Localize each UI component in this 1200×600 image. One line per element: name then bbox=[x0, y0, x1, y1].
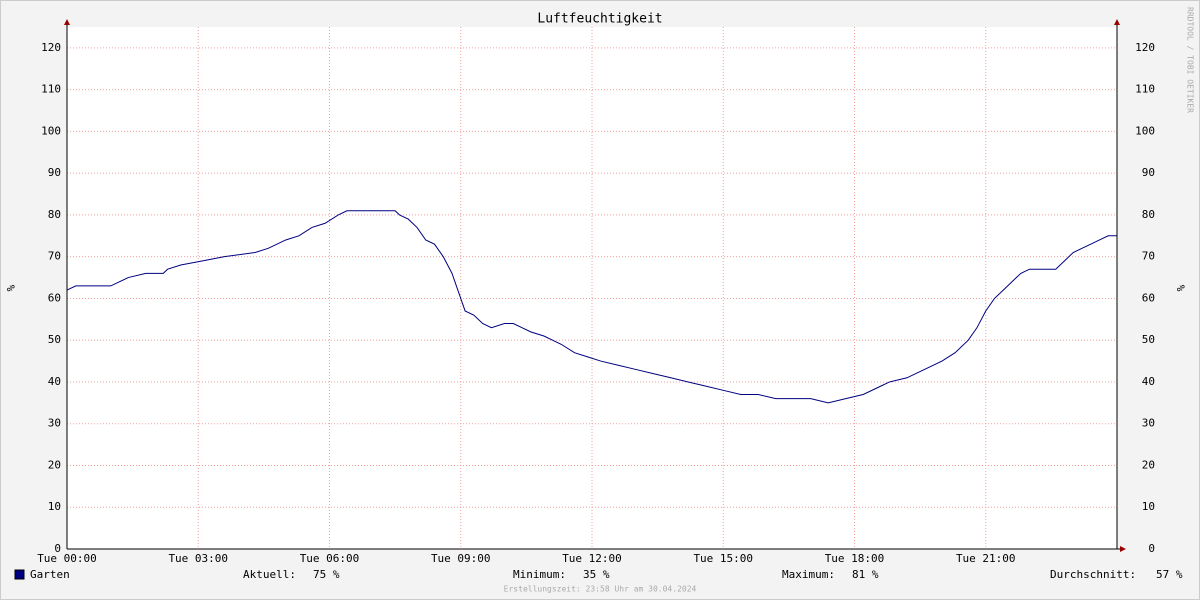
y-tick-label: 90 bbox=[48, 166, 61, 179]
arrow bbox=[1120, 546, 1126, 552]
footer: Erstellungszeit: 23:58 Uhr am 30.04.2024 bbox=[504, 585, 697, 594]
stat-value: 35 % bbox=[583, 568, 610, 581]
y2-tick-label: 70 bbox=[1142, 250, 1155, 263]
arrow bbox=[1114, 19, 1120, 25]
x-tick-label: Tue 00:00 bbox=[37, 552, 97, 565]
stat-label: Durchschnitt: bbox=[1050, 568, 1136, 581]
y2-tick-label: 0 bbox=[1148, 542, 1155, 555]
stat-value: 75 % bbox=[313, 568, 340, 581]
y-tick-label: 60 bbox=[48, 291, 61, 304]
y-tick-label: 70 bbox=[48, 250, 61, 263]
y-tick-label: 80 bbox=[48, 208, 61, 221]
x-tick-label: Tue 03:00 bbox=[168, 552, 228, 565]
y2-tick-label: 120 bbox=[1135, 41, 1155, 54]
stat-value: 81 % bbox=[852, 568, 879, 581]
y-tick-label: 100 bbox=[41, 124, 61, 137]
y-tick-label: 20 bbox=[48, 458, 61, 471]
line bbox=[66, 210, 1117, 404]
y2-tick-label: 20 bbox=[1142, 458, 1155, 471]
y2-tick-label: 110 bbox=[1135, 83, 1155, 96]
chart-title: Luftfeuchtigkeit bbox=[537, 12, 662, 27]
y-tick-label: 40 bbox=[48, 375, 61, 388]
y-tick-label: 50 bbox=[48, 333, 61, 346]
y2-tick-label: 90 bbox=[1142, 166, 1155, 179]
x-tick-label: Tue 21:00 bbox=[956, 552, 1016, 565]
arrow bbox=[64, 19, 70, 25]
stat-label: Minimum: bbox=[513, 568, 566, 581]
stat-value: 57 % bbox=[1156, 568, 1183, 581]
x-tick-label: Tue 15:00 bbox=[693, 552, 753, 565]
y2-tick-label: 60 bbox=[1142, 291, 1155, 304]
grid bbox=[66, 27, 1117, 550]
y-tick-label: 0 bbox=[54, 542, 61, 555]
x-tick-label: Tue 06:00 bbox=[300, 552, 360, 565]
y-tick-label: 30 bbox=[48, 417, 61, 430]
y2-tick-label: 100 bbox=[1135, 124, 1155, 137]
plot bbox=[66, 210, 1117, 404]
legend-label: Garten bbox=[30, 568, 70, 581]
y-tick-label: 120 bbox=[41, 41, 61, 54]
watermark: RRDTOOL / TOBI OETIKER bbox=[1186, 7, 1195, 113]
x-tick-label: Tue 09:00 bbox=[431, 552, 491, 565]
stat-label: Maximum: bbox=[782, 568, 835, 581]
y2-tick-label: 30 bbox=[1142, 417, 1155, 430]
y2-tick-label: 50 bbox=[1142, 333, 1155, 346]
stat-label: Aktuell: bbox=[243, 568, 296, 581]
x-tick-label: Tue 12:00 bbox=[562, 552, 622, 565]
y-tick-label: 110 bbox=[41, 83, 61, 96]
y2-tick-label: 40 bbox=[1142, 375, 1155, 388]
y2-label: % bbox=[1174, 285, 1187, 292]
y2-tick-label: 10 bbox=[1142, 500, 1155, 513]
y-label: % bbox=[4, 285, 17, 292]
y2-tick-label: 80 bbox=[1142, 208, 1155, 221]
y-tick-label: 10 bbox=[48, 500, 61, 513]
legend-swatch bbox=[14, 569, 25, 580]
x-tick-label: Tue 18:00 bbox=[825, 552, 885, 565]
